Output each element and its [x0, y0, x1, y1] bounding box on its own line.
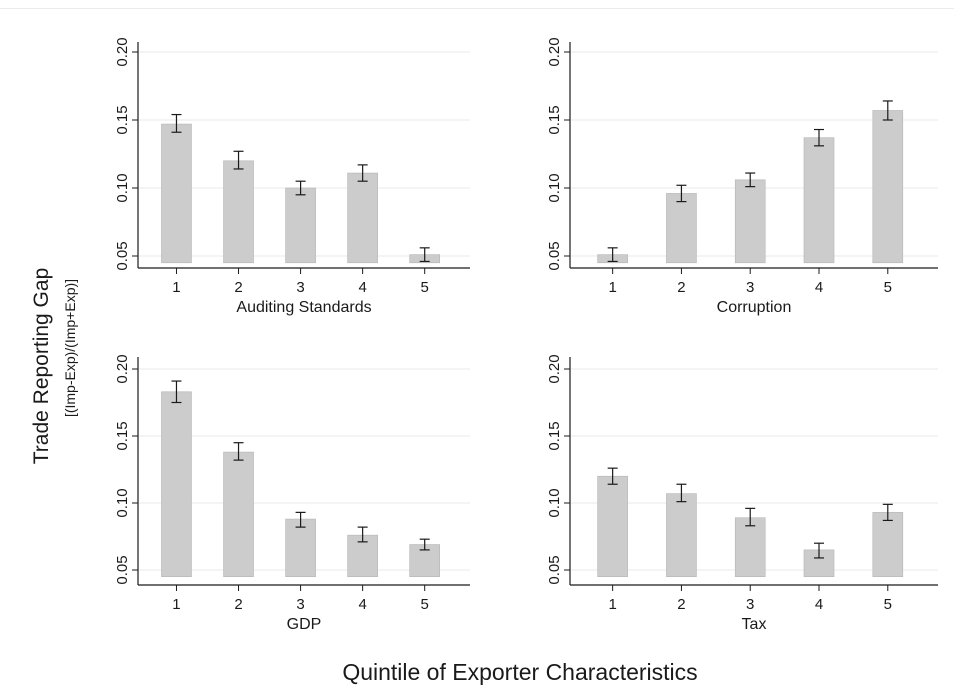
- x-tick-label: 1: [608, 279, 616, 296]
- y-tick-label: 0.05: [114, 241, 131, 270]
- y-tick-label: 0.20: [114, 354, 131, 383]
- y-tick-label: 0.10: [114, 173, 131, 202]
- x-tick-label: 5: [421, 596, 429, 613]
- bar: [666, 193, 697, 264]
- x-tick-label: 2: [677, 596, 685, 613]
- y-tick-label: 0.15: [114, 105, 131, 134]
- y-tick-label: 0.10: [114, 488, 131, 517]
- bar: [161, 123, 192, 264]
- bar: [347, 172, 378, 264]
- x-axis-title: Quintile of Exporter Characteristics: [342, 659, 697, 685]
- bar: [223, 160, 254, 264]
- x-tick-label: 3: [746, 596, 754, 613]
- y-tick-label: 0.05: [546, 555, 563, 584]
- y-axis-title: Trade Reporting Gap: [30, 268, 53, 465]
- x-tick-label: 3: [296, 596, 304, 613]
- bar: [803, 137, 835, 264]
- bar: [161, 391, 192, 577]
- x-tick-label: 2: [234, 279, 242, 296]
- x-tick-label: 4: [358, 596, 366, 613]
- y-tick-label: 0.15: [114, 421, 131, 450]
- panel-1: 0.05 0.10 0.15 0.20 1 2 3 4 5 Auditing Standards: [114, 37, 470, 316]
- y-tick-label: 0.10: [546, 173, 563, 202]
- x-tick-label: 1: [608, 596, 616, 613]
- x-tick-label: 1: [172, 596, 180, 613]
- bar: [872, 512, 904, 578]
- x-tick-label: 2: [677, 279, 685, 296]
- panel-4: 0.05 0.10 0.15 0.20 1 2 3 4 5 Tax: [546, 354, 938, 633]
- x-tick-label: 2: [234, 596, 242, 613]
- y-tick-label: 0.20: [114, 37, 131, 66]
- bar: [734, 517, 766, 577]
- x-tick-label: 4: [815, 279, 823, 296]
- bar: [734, 179, 766, 264]
- y-tick-label: 0.10: [546, 488, 563, 517]
- x-tick-label: 5: [421, 279, 429, 296]
- y-tick-label: 0.15: [546, 105, 563, 134]
- y-tick-label: 0.15: [546, 421, 563, 450]
- bar: [223, 451, 254, 577]
- panel-x-label: Tax: [742, 616, 767, 633]
- x-tick-label: 3: [746, 279, 754, 296]
- bar: [285, 518, 316, 578]
- bar: [597, 475, 628, 578]
- x-tick-label: 5: [884, 596, 892, 613]
- x-tick-label: 1: [172, 279, 180, 296]
- panel-x-label: GDP: [287, 616, 322, 633]
- bar: [872, 110, 904, 264]
- panel-3: 0.05 0.10 0.15 0.20 1 2 3 4 5 GDP: [114, 354, 470, 633]
- panel-x-label: Corruption: [717, 299, 792, 316]
- y-tick-label: 0.20: [546, 354, 563, 383]
- y-tick-label: 0.05: [114, 555, 131, 584]
- y-axis-subtitle: [(Imp-Exp)/(Imp+Exp)]: [62, 279, 78, 417]
- x-tick-label: 3: [296, 279, 304, 296]
- panel-2: 0.05 0.10 0.15 0.20 1 2 3 4 5 Corruption: [546, 37, 938, 316]
- y-tick-label: 0.20: [546, 37, 563, 66]
- x-tick-label: 4: [358, 279, 366, 296]
- x-tick-label: 4: [815, 596, 823, 613]
- x-tick-label: 5: [884, 279, 892, 296]
- bar: [666, 493, 697, 577]
- panel-x-label: Auditing Standards: [236, 299, 371, 316]
- top-divider: [0, 8, 954, 9]
- bar: [285, 187, 316, 264]
- y-tick-label: 0.05: [546, 241, 563, 270]
